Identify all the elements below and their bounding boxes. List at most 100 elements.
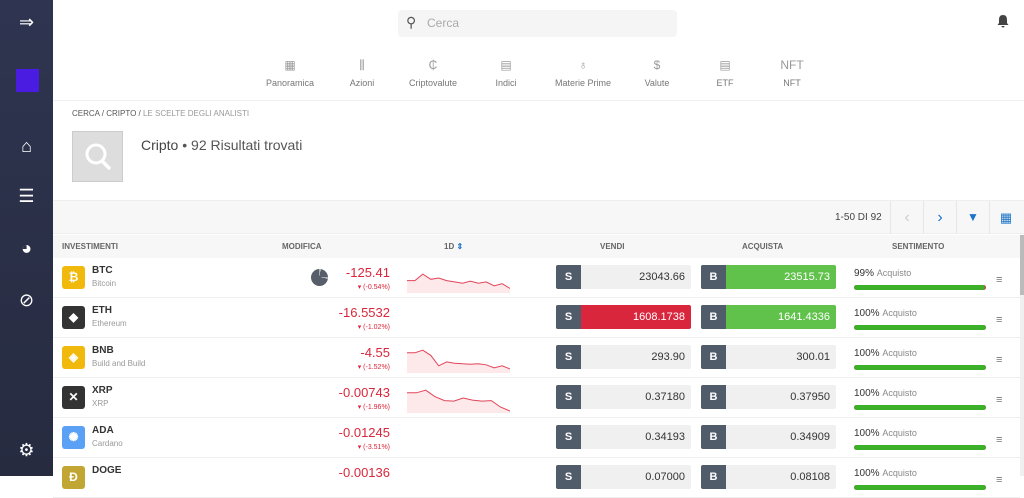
col-sentimento[interactable]: SENTIMENTO <box>892 242 945 251</box>
sentiment-text: 100% Acquisto <box>854 307 917 320</box>
buy-button[interactable]: B 0.37950 <box>701 385 836 409</box>
buy-price: 0.08108 <box>790 471 830 483</box>
breadcrumb-cripto[interactable]: CRIPTO <box>106 109 137 118</box>
nav-indici[interactable]: ▤ Indici <box>466 58 546 88</box>
buy-price: 23515.73 <box>784 271 830 283</box>
col-1d[interactable]: 1D ⇕ <box>444 242 463 251</box>
home-icon[interactable]: ⌂ <box>21 136 32 156</box>
sentiment-percent: 100% <box>854 428 880 439</box>
table-row[interactable]: ◆ ETH Ethereum -16.5532 ▾ (-1.02%) S 1608… <box>53 298 1020 338</box>
table-row[interactable]: ₿ BTC Bitcoin -125.41 ▾ (-0.54%) S 23043.… <box>53 258 1020 298</box>
col-vendi[interactable]: VENDI <box>600 242 625 251</box>
sparkline-area <box>407 274 510 293</box>
change-value: -4.55 <box>360 345 390 360</box>
sparkline-chart <box>407 389 510 413</box>
buy-button[interactable]: B 0.34909 <box>701 425 836 449</box>
buy-price: 1641.4336 <box>778 311 830 323</box>
settings-icon[interactable]: ⚙ <box>18 440 35 460</box>
row-menu-icon[interactable]: ≡ <box>996 434 1003 446</box>
row-menu-icon[interactable]: ≡ <box>996 354 1003 366</box>
sell-price: 0.37180 <box>645 391 685 403</box>
row-menu-icon[interactable]: ≡ <box>996 314 1003 326</box>
change-percent-text: (-1.52%) <box>363 364 390 371</box>
sell-button[interactable]: S 0.34193 <box>556 425 691 449</box>
prev-page-button[interactable]: ‹ <box>890 201 923 234</box>
col-acquista[interactable]: ACQUISTA <box>742 242 784 251</box>
change-percent: ▾ (-1.02%) <box>357 324 390 331</box>
title-text: Cripto <box>141 137 179 153</box>
instrument-symbol[interactable]: XRP <box>92 385 113 396</box>
buy-button[interactable]: B 23515.73 <box>701 265 836 289</box>
sentiment-bar-fill <box>854 485 986 490</box>
change-value: -0.00743 <box>338 385 390 400</box>
instrument-symbol[interactable]: ETH <box>92 305 112 316</box>
nav-label: ETF <box>716 78 734 88</box>
sparkline-chart <box>407 349 510 373</box>
grid-view-button[interactable]: ▦ <box>989 201 1022 234</box>
page-title: Cripto • 92 Risultati trovati <box>141 137 302 153</box>
sell-button[interactable]: S 293.90 <box>556 345 691 369</box>
instrument-symbol[interactable]: BTC <box>92 265 113 276</box>
buy-label: B <box>701 385 726 409</box>
scrollbar-thumb[interactable] <box>1020 235 1024 295</box>
sell-button[interactable]: S 0.37180 <box>556 385 691 409</box>
sparkline-area <box>407 350 510 373</box>
logo[interactable] <box>16 69 39 92</box>
buy-button[interactable]: B 300.01 <box>701 345 836 369</box>
row-menu-icon[interactable]: ≡ <box>996 274 1003 286</box>
grid-icon: ▦ <box>284 58 296 72</box>
portfolio-pie-icon[interactable]: ◕ <box>21 238 32 258</box>
instrument-symbol[interactable]: ADA <box>92 425 114 436</box>
nav-materie-prime[interactable]: ♁ Materie Prime <box>543 58 623 88</box>
instrument-symbol[interactable]: BNB <box>92 345 114 356</box>
buy-label: B <box>701 265 726 289</box>
search-input[interactable]: ⚲ Cerca <box>398 10 677 37</box>
instrument-name: XRP <box>92 399 109 408</box>
filter-button[interactable]: ▼ <box>956 201 989 234</box>
nav-valute[interactable]: $ Valute <box>617 58 697 88</box>
watchlist-icon[interactable]: ☰ <box>18 186 35 206</box>
table-row[interactable]: ✺ ADA Cardano -0.01245 ▾ (-3.51%) S 0.341… <box>53 418 1020 458</box>
col-investimenti[interactable]: INVESTIMENTI <box>62 242 119 251</box>
etf-icon: ▤ <box>719 58 731 72</box>
sell-button[interactable]: S 1608.1738 <box>556 305 691 329</box>
change-value: -16.5532 <box>338 305 390 320</box>
portfolio-pie-icon[interactable] <box>311 269 328 286</box>
scrollbar[interactable] <box>1020 235 1024 476</box>
buy-label: B <box>701 465 726 489</box>
sell-button[interactable]: S 23043.66 <box>556 265 691 289</box>
xrp-logo-icon: ✕ <box>62 386 85 409</box>
nav-nft[interactable]: NFT NFT <box>752 58 832 88</box>
sentiment-bar-fill <box>854 365 986 370</box>
row-menu-icon[interactable]: ≡ <box>996 394 1003 406</box>
buy-button[interactable]: B 1641.4336 <box>701 305 836 329</box>
discover-icon[interactable]: ⊘ <box>18 290 35 310</box>
table-row[interactable]: ✕ XRP XRP -0.00743 ▾ (-1.96%) S 0.37180 B… <box>53 378 1020 418</box>
collapse-arrow-icon[interactable]: ⇒ <box>18 12 35 32</box>
bnb-logo-icon: ◈ <box>62 346 85 369</box>
instrument-symbol[interactable]: DOGE <box>92 465 122 476</box>
candles-icon: ⫼ <box>359 58 365 72</box>
nav-label: NFT <box>783 78 801 88</box>
doge-logo-icon: Ð <box>62 466 85 489</box>
buy-label: B <box>701 425 726 449</box>
sentiment-bar-fill <box>854 285 985 290</box>
table-row[interactable]: ◈ BNB Build and Build -4.55 ▾ (-1.52%) S… <box>53 338 1020 378</box>
sentiment-label: Acquisto <box>882 468 917 478</box>
next-page-button[interactable]: › <box>923 201 956 234</box>
nav-criptovalute[interactable]: ₵ Criptovalute <box>393 58 473 88</box>
nav-etf[interactable]: ▤ ETF <box>685 58 765 88</box>
instrument-name: Ethereum <box>92 319 127 328</box>
sell-price: 0.07000 <box>645 471 685 483</box>
col-modifica[interactable]: MODIFICA <box>282 242 322 251</box>
nav-azioni[interactable]: ⫼ Azioni <box>322 58 402 88</box>
breadcrumb-cerca[interactable]: CERCA <box>72 109 100 118</box>
bell-icon[interactable] <box>996 14 1010 28</box>
sell-button[interactable]: S 0.07000 <box>556 465 691 489</box>
table-row[interactable]: Ð DOGE -0.00136 S 0.07000 B 0.08108 100% A… <box>53 458 1020 498</box>
sparkline-line <box>407 389 510 412</box>
crypto-icon: ₵ <box>428 58 438 72</box>
buy-button[interactable]: B 0.08108 <box>701 465 836 489</box>
nav-panoramica[interactable]: ▦ Panoramica <box>250 58 330 88</box>
change-percent-text: (-3.51%) <box>363 444 390 451</box>
